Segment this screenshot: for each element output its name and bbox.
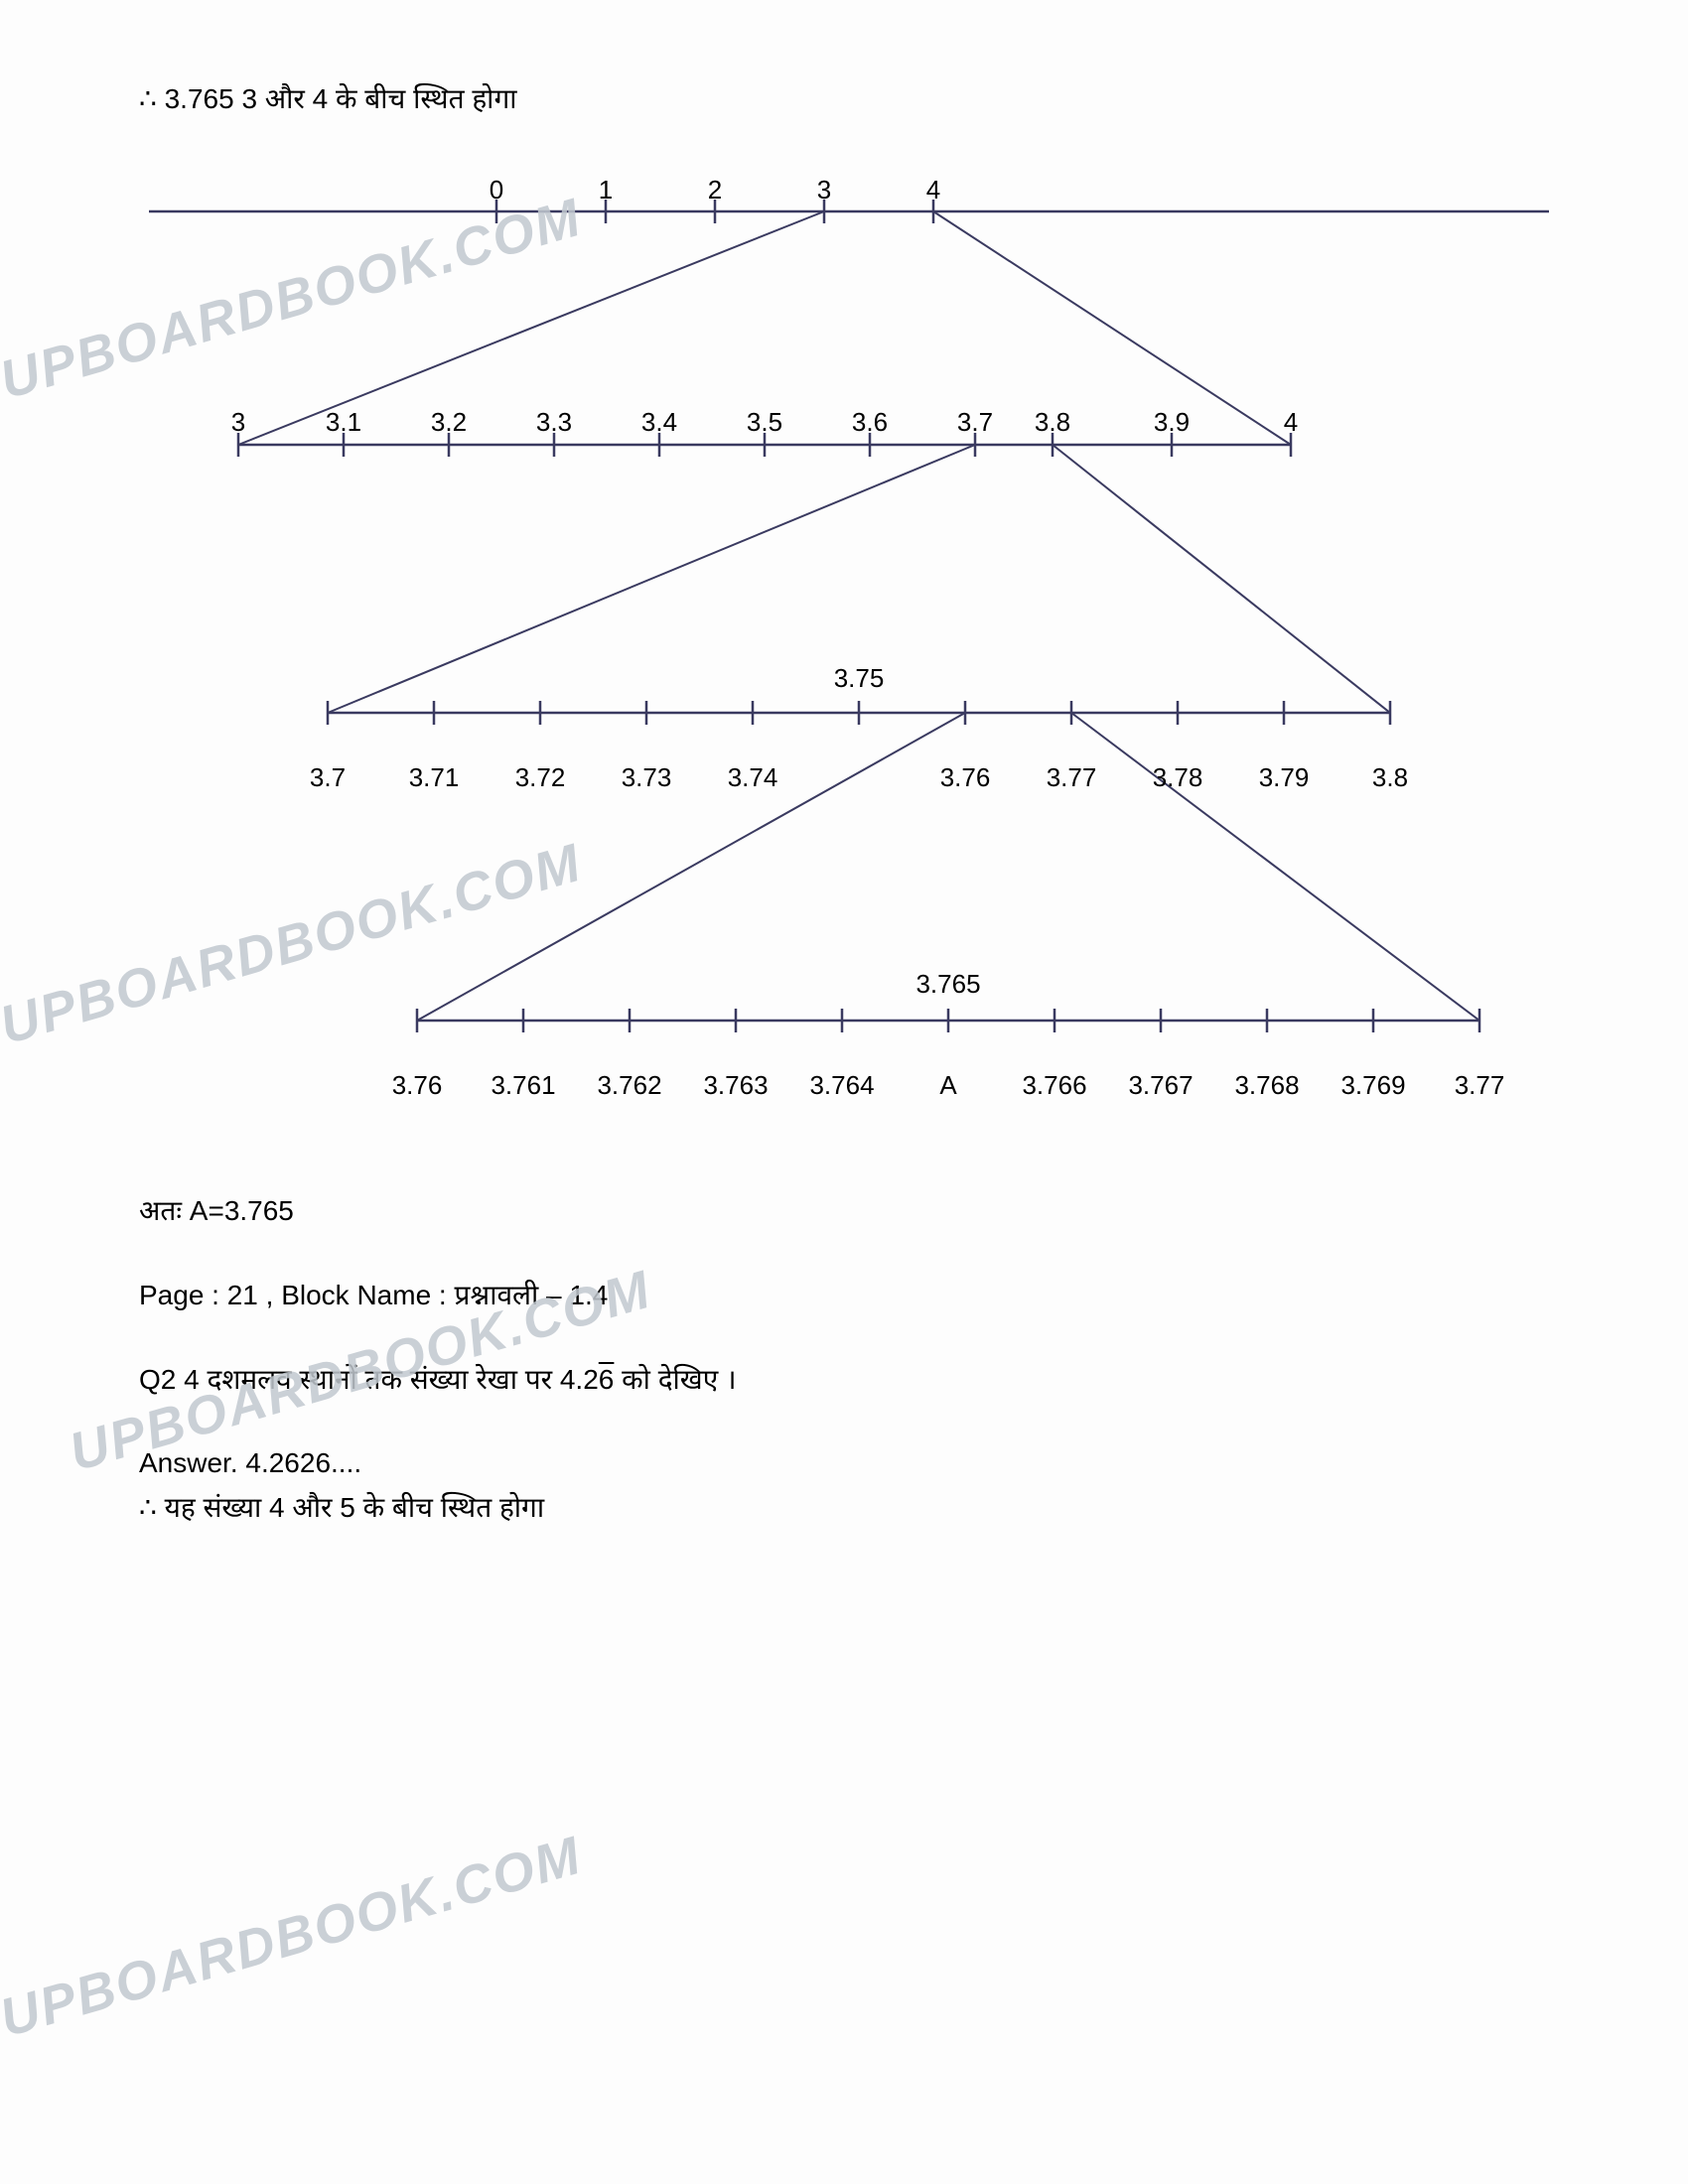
- tick-label: 3.767: [1128, 1070, 1193, 1101]
- tick-label: 4: [926, 175, 940, 205]
- answer-block: Answer. 4.2626.... ∴ यह संख्या 4 और 5 के…: [139, 1441, 1549, 1531]
- tick-label: 3.769: [1340, 1070, 1405, 1101]
- number-line-diagram: 0 1 2 3 4 3 3.1 3.2 3.3 3.4 3.5 3.6 3.7 3.8 3.9 4 3.7 3.7…: [139, 137, 1549, 1130]
- tick-label: 3.8: [1372, 762, 1408, 793]
- tick-label: 3.7: [310, 762, 346, 793]
- watermark: UPBOARDBOOK.COM: [0, 1825, 589, 2050]
- top-label: 3.75: [834, 663, 885, 694]
- tick-label: 3.6: [852, 407, 888, 438]
- tick-label: 3.77: [1047, 762, 1097, 793]
- tick-label: 3.764: [809, 1070, 874, 1101]
- tick-label: 3.4: [641, 407, 677, 438]
- tick-label: 3.763: [703, 1070, 768, 1101]
- body-content: अतः A=3.765 Page : 21 , Block Name : प्र…: [139, 1189, 1549, 1531]
- tick-label: 3.79: [1259, 762, 1310, 793]
- tick-label: 3.71: [409, 762, 460, 793]
- page-info: Page : 21 , Block Name : प्रश्नावली – 1.…: [139, 1274, 1549, 1318]
- tick-label: 0: [490, 175, 503, 205]
- tick-label: 3.3: [536, 407, 572, 438]
- result-line: अतः A=3.765: [139, 1189, 1549, 1234]
- tick-label: 3.761: [491, 1070, 555, 1101]
- tick-label: 3.5: [747, 407, 782, 438]
- tick-label: 3.77: [1455, 1070, 1505, 1101]
- tick-label: 3.76: [940, 762, 991, 793]
- tick-label: 3.7: [957, 407, 993, 438]
- tick-label: 3.9: [1154, 407, 1190, 438]
- tick-label: 3.76: [392, 1070, 443, 1101]
- tick-label: 3.78: [1153, 762, 1203, 793]
- tick-label: 3.762: [597, 1070, 661, 1101]
- tick-label: 3.74: [728, 762, 778, 793]
- tick-label: 4: [1284, 407, 1298, 438]
- tick-label: 3.72: [515, 762, 566, 793]
- tick-label: 3: [231, 407, 245, 438]
- tick-label: A: [939, 1070, 956, 1101]
- tick-label: 3.73: [622, 762, 672, 793]
- top-label: 3.765: [915, 969, 980, 1000]
- document-page: ∴ 3.765 3 और 4 के बीच स्थित होगा 0 1 2 3 4 3 3…: [0, 0, 1688, 2184]
- tick-label: 3: [817, 175, 831, 205]
- tick-label: 3.8: [1035, 407, 1070, 438]
- tick-label: 3.766: [1022, 1070, 1086, 1101]
- tick-label: 3.1: [326, 407, 361, 438]
- tick-label: 3.768: [1234, 1070, 1299, 1101]
- tick-label: 1: [599, 175, 613, 205]
- intro-line: ∴ 3.765 3 और 4 के बीच स्थित होगा: [139, 79, 1549, 117]
- tick-label: 2: [708, 175, 722, 205]
- question-2: Q2 4 दशमलव स्थानों तक संख्या रेखा पर 4.2…: [139, 1358, 1549, 1403]
- tick-label: 3.2: [431, 407, 467, 438]
